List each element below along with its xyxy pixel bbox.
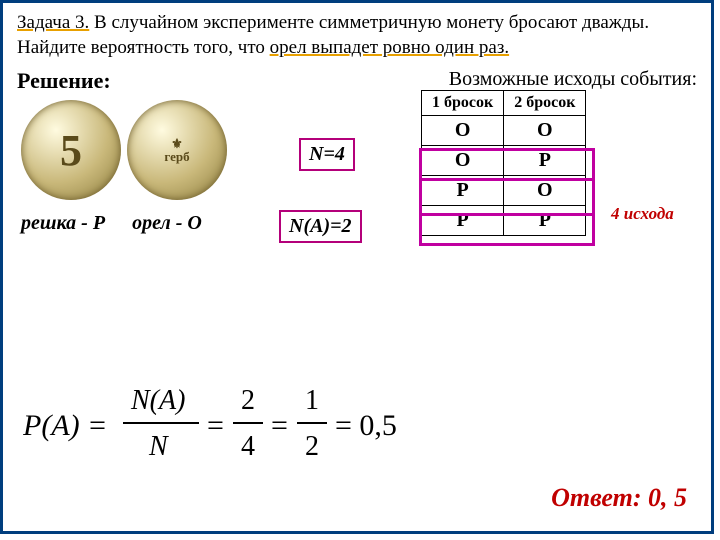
- table-row: РО: [422, 176, 586, 206]
- svg-text:P(A) =: P(A) =: [23, 409, 107, 442]
- svg-text:=: =: [207, 409, 224, 442]
- content-area: 5 ⚜герб решка - Р орел - О N=4 N(A)=2 1 …: [3, 94, 711, 354]
- box-n: N=4: [299, 138, 355, 171]
- coin-labels: решка - Р орел - О: [21, 212, 202, 235]
- problem-statement: Задача 3. В случайном эксперименте симме…: [3, 3, 711, 66]
- th-1: 1 бросок: [422, 91, 504, 116]
- svg-text:2: 2: [305, 431, 319, 462]
- solution-label: Решение:: [17, 68, 111, 94]
- svg-text:= 0,5: = 0,5: [335, 409, 397, 442]
- headers-row: Решение: Возможные исходы события:: [3, 66, 711, 94]
- box-na: N(A)=2: [279, 210, 362, 243]
- slide-card: Задача 3. В случайном эксперименте симме…: [0, 0, 714, 534]
- svg-text:=: =: [271, 409, 288, 442]
- svg-text:N: N: [148, 431, 169, 462]
- table-row: ОР: [422, 146, 586, 176]
- problem-tail: орел выпадет ровно один раз.: [270, 37, 509, 58]
- label-heads: орел - О: [132, 212, 202, 234]
- answer-label: Ответ: 0, 5: [551, 483, 687, 513]
- table-row: РР: [422, 206, 586, 236]
- coins-image: 5 ⚜герб: [21, 100, 227, 200]
- svg-text:4: 4: [241, 431, 255, 462]
- outcomes-table: 1 бросок2 бросок ОО ОР РО РР: [421, 90, 586, 236]
- svg-text:N(A): N(A): [130, 385, 185, 416]
- svg-text:1: 1: [305, 385, 319, 416]
- svg-text:2: 2: [241, 385, 255, 416]
- label-tails: решка - Р: [21, 212, 105, 234]
- th-2: 2 бросок: [504, 91, 586, 116]
- formula: P(A) = N(A) N = 2 4 = 1 2 = 0,5: [23, 377, 443, 473]
- count-label: 4 исхода: [611, 204, 674, 224]
- problem-prefix: Задача 3.: [17, 12, 89, 33]
- coin-tails: 5: [21, 100, 121, 200]
- table-row: ОО: [422, 116, 586, 146]
- coin-heads: ⚜герб: [127, 100, 227, 200]
